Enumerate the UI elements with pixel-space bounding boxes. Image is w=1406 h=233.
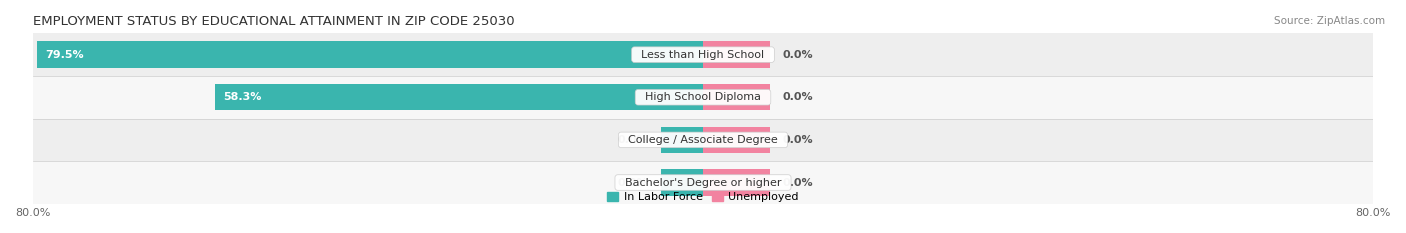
Text: Source: ZipAtlas.com: Source: ZipAtlas.com	[1274, 16, 1385, 26]
Bar	[32, 33, 1374, 76]
Bar	[703, 84, 770, 110]
Bar	[215, 84, 703, 110]
Text: Less than High School: Less than High School	[634, 50, 772, 60]
Text: 0.0%: 0.0%	[617, 135, 648, 145]
Text: 0.0%: 0.0%	[783, 50, 813, 60]
Text: 0.0%: 0.0%	[617, 178, 648, 188]
Bar	[703, 127, 770, 153]
Bar	[32, 161, 1374, 204]
Text: 0.0%: 0.0%	[783, 92, 813, 102]
Bar	[703, 41, 770, 68]
Text: 79.5%: 79.5%	[45, 50, 84, 60]
Bar	[32, 76, 1374, 119]
Text: 0.0%: 0.0%	[783, 135, 813, 145]
Text: College / Associate Degree: College / Associate Degree	[621, 135, 785, 145]
Bar	[661, 127, 703, 153]
Text: 58.3%: 58.3%	[224, 92, 262, 102]
Legend: In Labor Force, Unemployed: In Labor Force, Unemployed	[603, 188, 803, 207]
Bar	[661, 169, 703, 196]
Text: High School Diploma: High School Diploma	[638, 92, 768, 102]
Text: EMPLOYMENT STATUS BY EDUCATIONAL ATTAINMENT IN ZIP CODE 25030: EMPLOYMENT STATUS BY EDUCATIONAL ATTAINM…	[32, 15, 515, 28]
Text: 0.0%: 0.0%	[783, 178, 813, 188]
Bar	[37, 41, 703, 68]
Bar	[703, 169, 770, 196]
Text: Bachelor's Degree or higher: Bachelor's Degree or higher	[617, 178, 789, 188]
Bar	[32, 119, 1374, 161]
